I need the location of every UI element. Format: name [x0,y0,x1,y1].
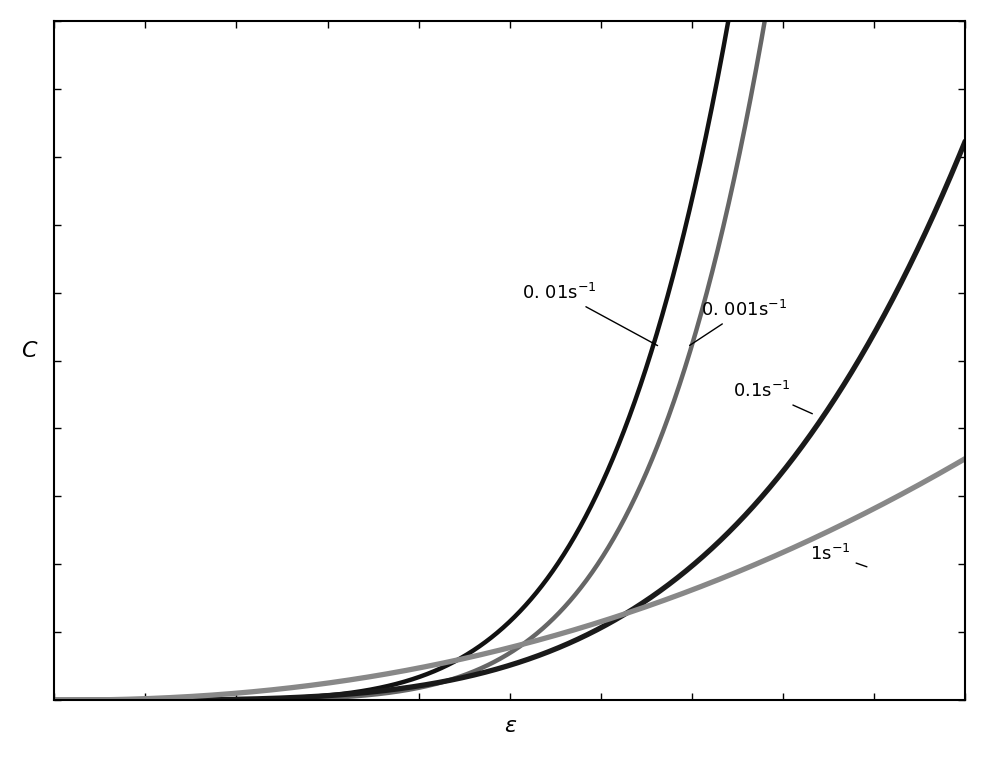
Text: 0. 001s$^{-1}$: 0. 001s$^{-1}$ [689,300,787,345]
Text: 0.1s$^{-1}$: 0.1s$^{-1}$ [733,381,812,414]
Y-axis label: C: C [21,341,36,360]
Text: 1s$^{-1}$: 1s$^{-1}$ [810,544,867,567]
X-axis label: ε: ε [504,716,516,736]
Text: 0. 01s$^{-1}$: 0. 01s$^{-1}$ [523,282,658,346]
